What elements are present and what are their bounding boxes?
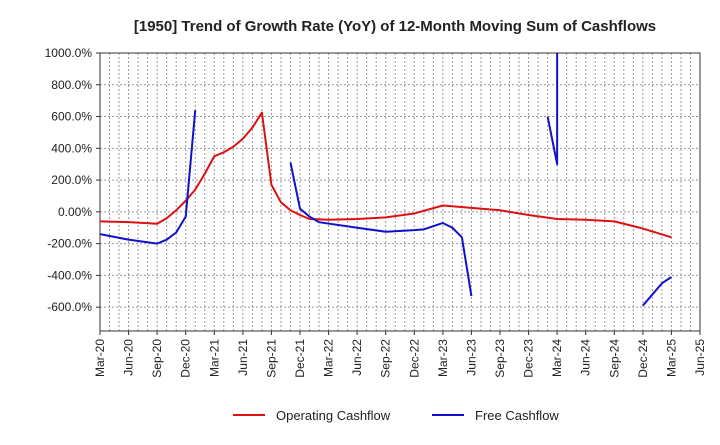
x-tick-label: Jun-24 [579,339,593,376]
legend: Operating Cashflow Free Cashflow [233,408,559,423]
y-tick-label: 400.0% [51,141,92,155]
y-tick-label: 200.0% [51,173,92,187]
x-tick-label: Mar-24 [550,339,564,377]
x-tick-label: Sep-21 [264,339,278,378]
x-tick-label: Dec-23 [522,339,536,378]
y-tick-label: 800.0% [51,78,92,92]
series-lines [100,53,672,307]
y-tick-label: -200.0% [47,237,92,251]
y-tick-label: 600.0% [51,110,92,124]
legend-label-operating-cashflow: Operating Cashflow [276,408,391,423]
grid [99,52,701,331]
y-tick-label: 0.00% [58,205,92,219]
legend-label-free-cashflow: Free Cashflow [475,408,559,423]
x-tick-label: Dec-22 [407,339,421,378]
x-tick-label: Sep-23 [493,339,507,378]
x-axis: Mar-20 Jun-20 Sep-20 Dec-20 Mar-21 Jun-21 Sep-… [93,331,707,378]
x-tick-label: Jun-25 [693,339,707,376]
y-tick-label: -600.0% [47,300,92,314]
x-tick-label: Sep-20 [150,339,164,378]
x-tick-label: Jun-22 [350,339,364,376]
chart-title: [1950] Trend of Growth Rate (YoY) of 12-… [134,18,656,35]
x-tick-label: Mar-22 [322,339,336,377]
x-tick-label: Jun-21 [236,339,250,376]
x-tick-label: Jun-20 [122,339,136,376]
plot-area [99,52,701,332]
x-tick-label: Sep-22 [379,339,393,378]
x-tick-label: Mar-23 [436,339,450,377]
x-tick-label: Dec-21 [293,339,307,378]
x-tick-label: Sep-24 [607,339,621,378]
x-tick-label: Dec-24 [636,339,650,378]
series-line-free-cashflow [546,53,559,166]
x-tick-label: Mar-20 [93,339,107,377]
x-tick-label: Mar-21 [207,339,221,377]
series-line-free-cashflow [100,110,197,245]
series-line-free-cashflow [289,162,473,297]
x-tick-label: Dec-20 [179,339,193,378]
y-axis: 1000.0% 800.0% 600.0% 400.0% 200.0% 0.00% -200… [45,46,100,314]
y-tick-label: -400.0% [47,268,92,282]
x-tick-label: Jun-23 [464,339,478,376]
series-line-free-cashflow [642,276,672,307]
x-tick-label: Mar-25 [664,339,678,377]
y-tick-label: 1000.0% [45,46,93,60]
